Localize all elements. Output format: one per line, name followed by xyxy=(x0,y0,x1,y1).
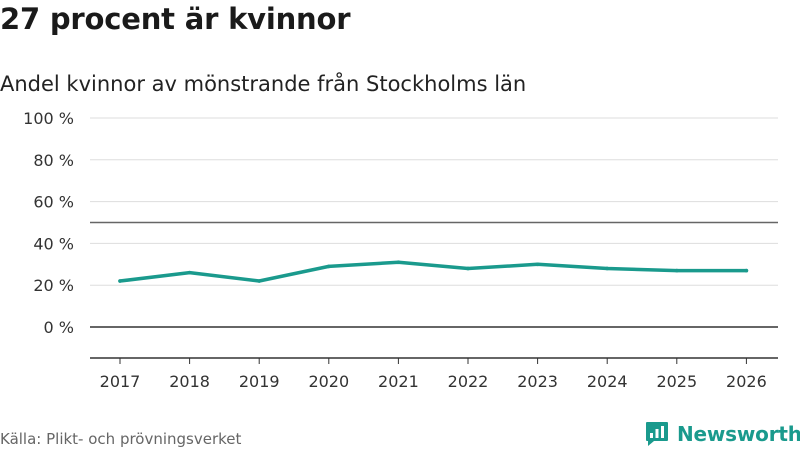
brand-name: Newsworthy xyxy=(677,422,800,446)
newsworthy-logo-icon xyxy=(646,422,668,446)
brand: Newsworthy xyxy=(645,421,800,447)
y-tick-label: 0 % xyxy=(44,318,74,337)
x-tick-label: 2026 xyxy=(726,372,767,391)
data-point xyxy=(118,279,122,283)
data-point xyxy=(466,266,470,271)
x-tick-label: 2020 xyxy=(308,372,349,391)
y-tick-label: 100 % xyxy=(23,109,74,128)
data-point xyxy=(744,268,749,273)
x-tick-label: 2018 xyxy=(169,372,210,391)
x-tick-label: 2025 xyxy=(656,372,697,391)
line-chart: 0 % 20 % 40 % 60 % 80 % 100 % 2017 2018 2019 2020… xyxy=(23,109,778,391)
y-tick-label: 40 % xyxy=(33,234,74,253)
x-tick-label: 2019 xyxy=(239,372,280,391)
data-point xyxy=(396,260,401,265)
data-point xyxy=(257,279,262,283)
y-tick-label: 60 % xyxy=(33,193,74,212)
data-point xyxy=(327,264,331,269)
chart-title: 27 procent är kvinnor xyxy=(0,2,351,36)
chart-subtitle: Andel kvinnor av mönstrande från Stockho… xyxy=(0,72,527,96)
data-point xyxy=(605,266,609,271)
x-tick-label: 2017 xyxy=(100,372,141,391)
y-tick-label: 80 % xyxy=(33,151,74,170)
x-tick-label: 2024 xyxy=(587,372,628,391)
y-tick-label: 20 % xyxy=(33,276,74,295)
data-point xyxy=(675,268,679,273)
x-tick-label: 2021 xyxy=(378,372,419,391)
x-tick-label: 2023 xyxy=(517,372,558,391)
series-line xyxy=(118,260,749,283)
source-note: Källa: Plikt- och prövningsverket xyxy=(0,430,242,448)
data-point xyxy=(535,262,540,267)
x-tick-label: 2022 xyxy=(448,372,489,391)
data-point xyxy=(187,270,192,275)
